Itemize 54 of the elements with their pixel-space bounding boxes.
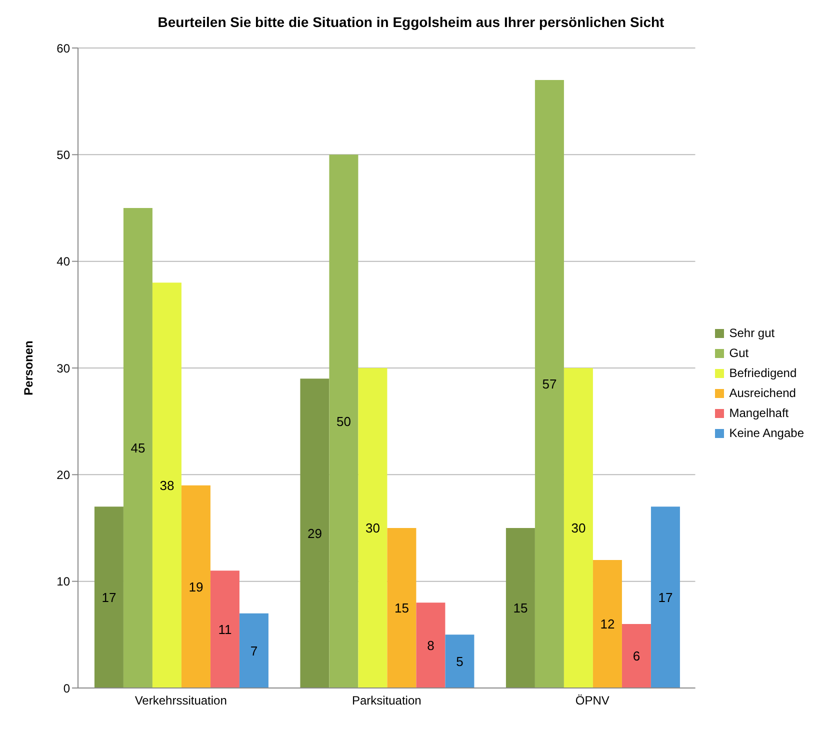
- y-tick-label: 40: [56, 254, 70, 269]
- bar: [445, 634, 474, 688]
- legend-label: Ausreichend: [729, 386, 796, 400]
- bar: [534, 80, 564, 688]
- legend-label: Mangelhaft: [729, 406, 789, 420]
- y-tick-label: 10: [56, 574, 70, 589]
- bar: [650, 506, 680, 688]
- bar: [387, 528, 416, 688]
- data-label: 15: [513, 600, 528, 616]
- bar: [210, 570, 240, 688]
- data-label: 6: [632, 648, 640, 664]
- bar: [564, 368, 593, 688]
- bar: [506, 528, 535, 688]
- data-label: 50: [336, 414, 351, 429]
- bar: [181, 485, 210, 688]
- bar: [300, 378, 330, 688]
- bar: [152, 282, 182, 688]
- bar: [622, 624, 651, 688]
- legend-label: Sehr gut: [729, 326, 775, 340]
- data-label: 7: [250, 643, 258, 658]
- legend-label: Keine Angabe: [729, 426, 804, 440]
- data-label: 17: [658, 590, 673, 605]
- data-label: 11: [218, 622, 232, 637]
- y-axis-title: Personen: [21, 340, 36, 396]
- bar: [329, 154, 358, 688]
- x-tick-label: Parksituation: [352, 694, 422, 708]
- bar: [94, 506, 124, 688]
- data-label: 12: [600, 616, 615, 632]
- data-label: 5: [456, 654, 464, 669]
- y-tick-label: 20: [56, 468, 70, 482]
- y-tick-label: 0: [63, 681, 70, 696]
- legend-label: Gut: [729, 346, 749, 360]
- bar: [239, 613, 268, 688]
- y-tick-label: 60: [56, 41, 70, 56]
- data-label: 8: [427, 638, 434, 653]
- chart-title: Beurteilen Sie bitte die Situation in Eggolsheim aus Ihrer persönlichen Sicht: [156, 14, 666, 30]
- x-tick-label: Verkehrssituation: [134, 694, 227, 708]
- bar: [358, 368, 388, 688]
- data-label: 29: [307, 526, 322, 541]
- bar: [592, 560, 622, 688]
- data-label: 30: [571, 520, 586, 536]
- bar: [123, 208, 152, 688]
- bar: [416, 602, 446, 688]
- data-label: 19: [188, 579, 204, 594]
- data-label: 15: [394, 600, 409, 616]
- data-label: 17: [102, 590, 116, 605]
- data-label: 30: [365, 520, 380, 536]
- y-tick-label: 50: [56, 148, 70, 162]
- data-label: 38: [160, 478, 174, 493]
- data-label: 57: [542, 376, 557, 392]
- legend-label: Befriedigend: [729, 366, 797, 380]
- y-tick-label: 30: [56, 361, 70, 376]
- x-tick-label: ÖPNV: [575, 694, 610, 708]
- data-label: 45: [130, 440, 146, 456]
